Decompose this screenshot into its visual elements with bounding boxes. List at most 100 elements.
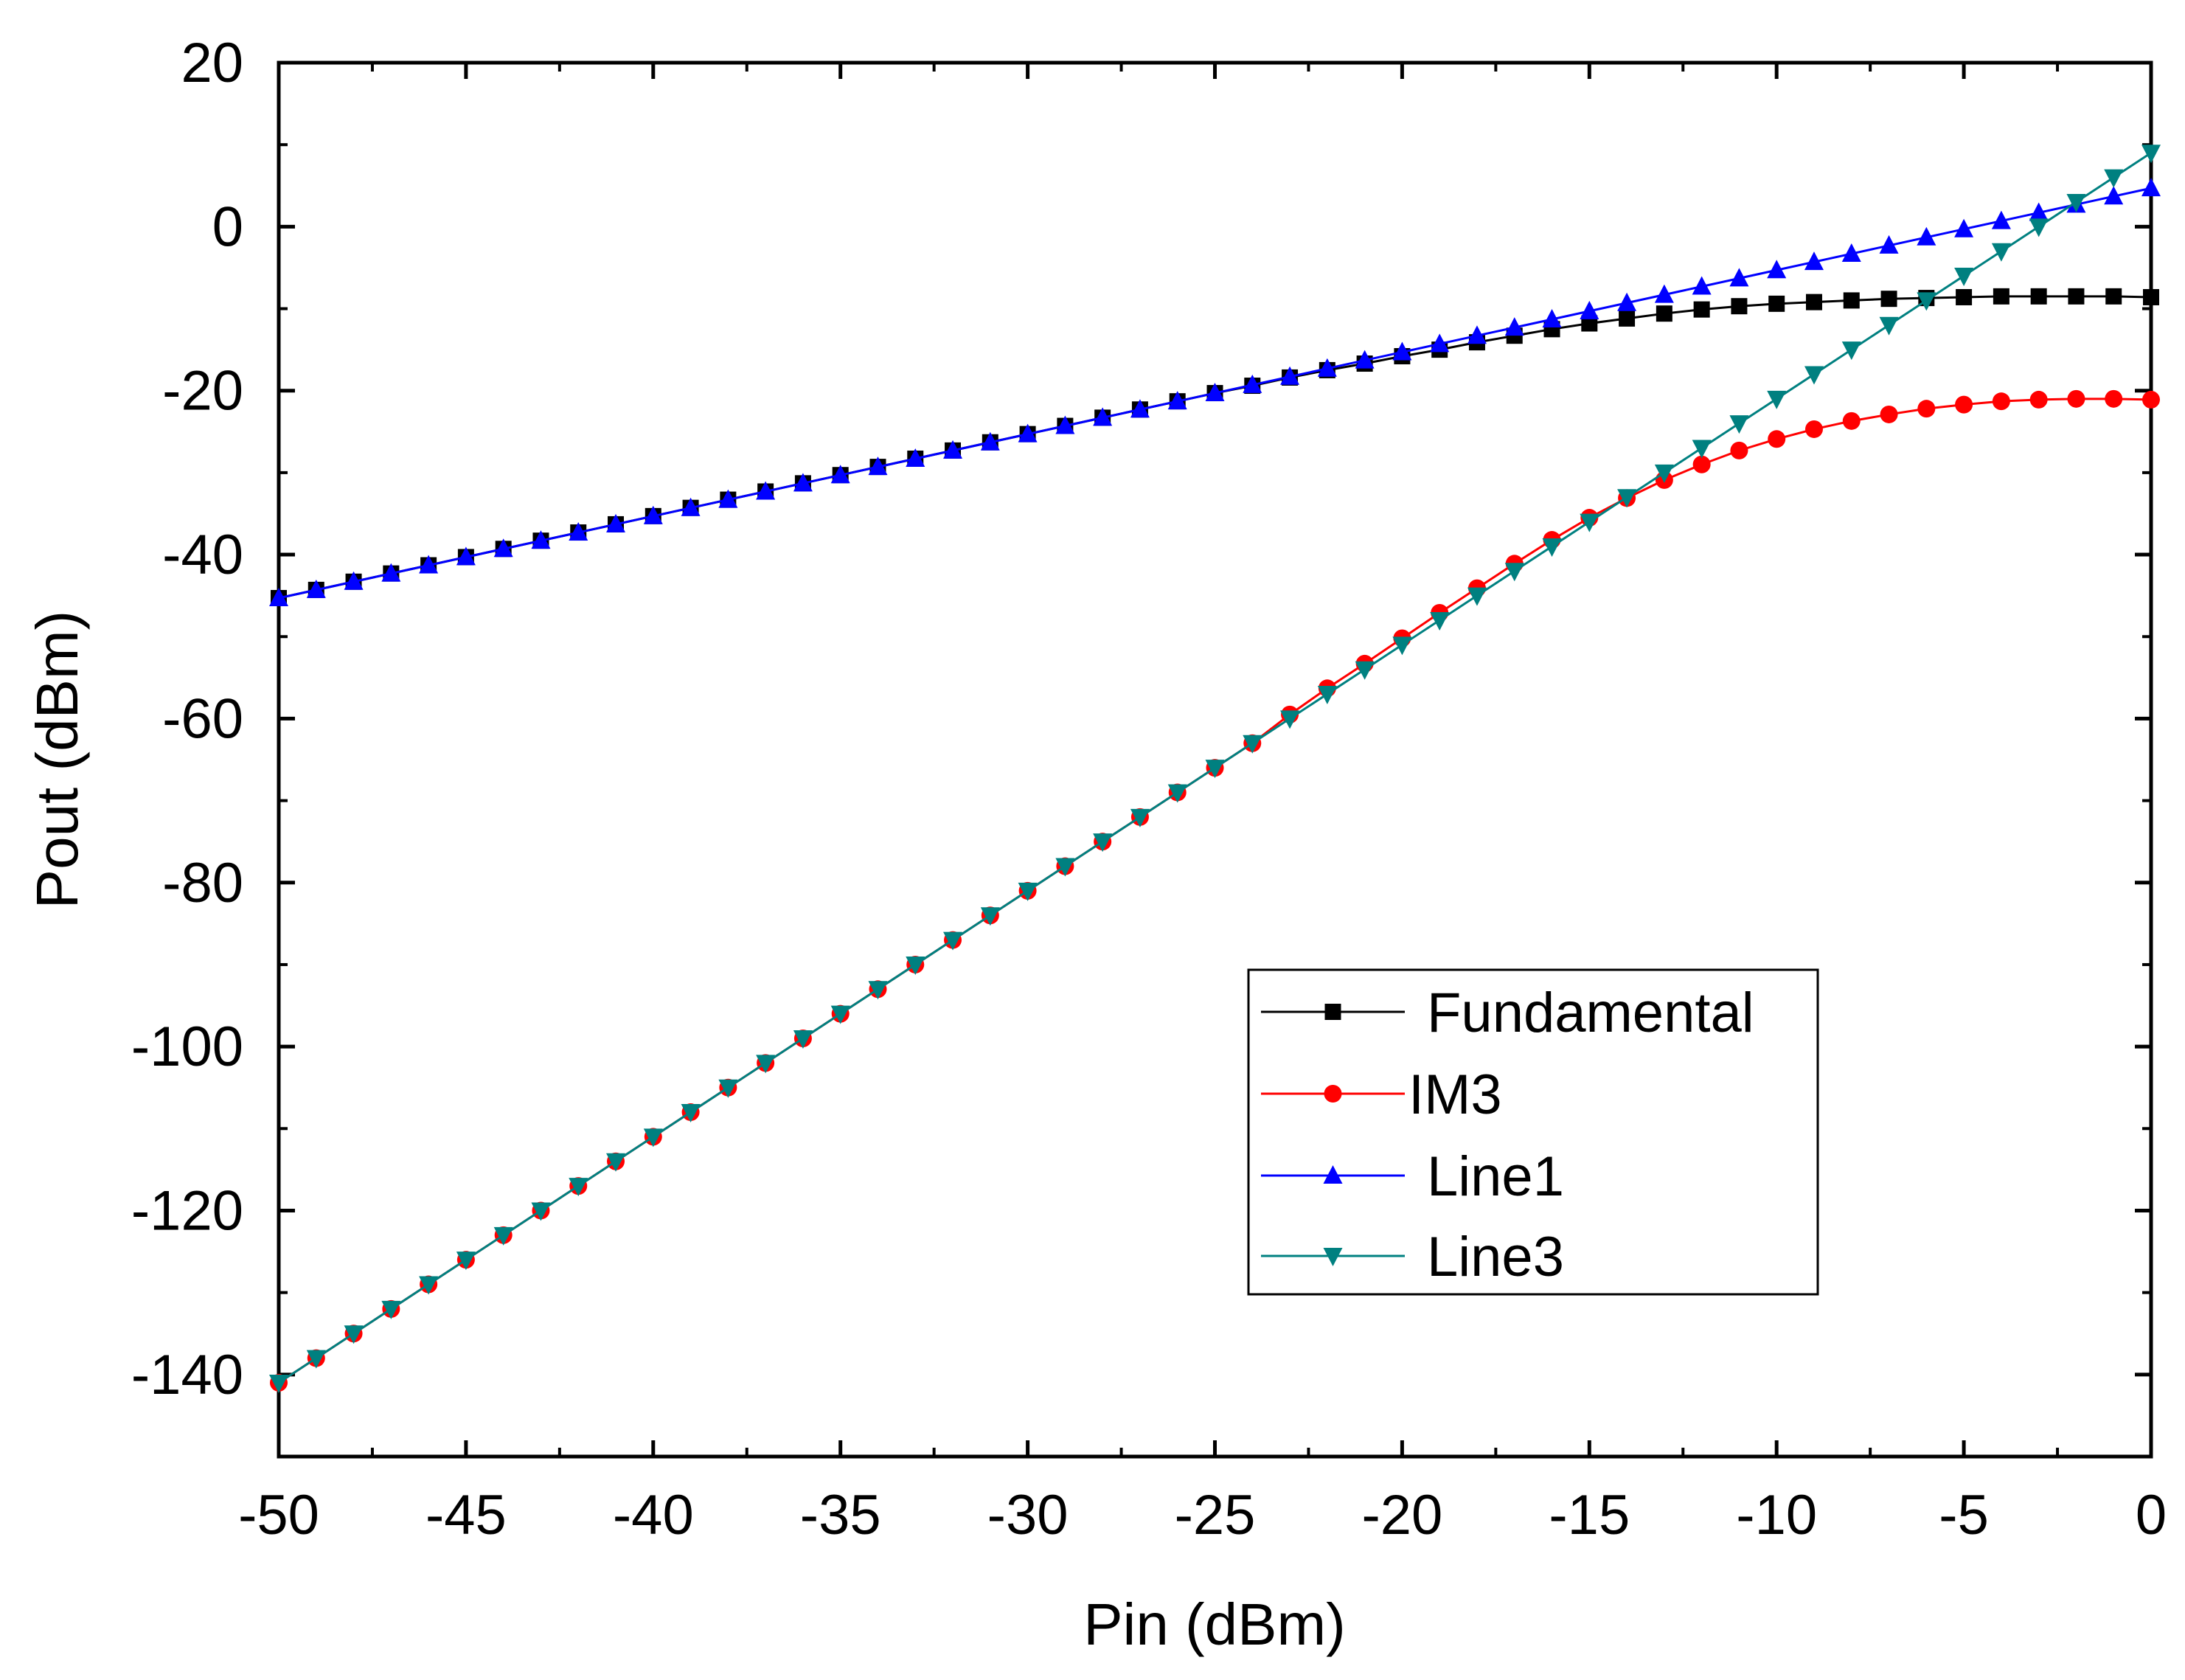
y-tick-label: -140 [131,1344,243,1406]
data-point-line3 [1729,415,1749,434]
data-point-im3 [1917,400,1936,418]
data-point-line3 [1617,489,1637,508]
data-series [269,145,2161,1393]
data-point-line3 [1355,661,1375,680]
data-point-line1 [1167,391,1187,410]
data-point-line1 [1430,333,1450,353]
data-point-line1 [531,530,551,549]
data-point-line1 [943,440,963,459]
data-point-line1 [643,505,663,524]
data-point-fundamental [1956,288,1973,305]
data-point-line3 [980,907,1000,926]
data-point-line1 [1392,341,1412,361]
data-point-line1 [1243,374,1262,393]
data-point-line3 [1243,735,1262,754]
data-point-line1 [1729,268,1749,287]
data-point-fundamental [1731,298,1748,315]
data-point-line1 [1130,399,1150,418]
legend-marker-fundamental [1324,1004,1341,1020]
data-point-fundamental [1656,305,1672,322]
y-tick-label: -40 [162,524,243,586]
data-point-line3 [606,1153,626,1172]
data-point-line3 [756,1055,776,1074]
data-point-fundamental [1693,301,1710,318]
legend-item-im3: IM3 [1261,1063,1502,1126]
y-tick-label: 0 [212,195,243,258]
data-point-line1 [1504,317,1524,336]
data-point-line3 [306,1350,326,1369]
data-point-fundamental [1805,294,1822,310]
data-point-line3 [1317,686,1337,705]
data-point-line1 [681,497,701,516]
data-point-line1 [1617,292,1637,311]
legend-label-im3: IM3 [1408,1063,1502,1126]
data-point-line1 [830,465,850,484]
data-point-fundamental [1768,295,1785,312]
series-fundamental [271,288,2159,606]
data-point-line1 [868,457,888,476]
data-point-line3 [1430,612,1450,631]
data-point-line3 [1167,784,1187,803]
data-point-line1 [1879,235,1899,254]
x-tick-label: -10 [1736,1484,1817,1547]
data-point-fundamental [1581,315,1598,332]
data-point-fundamental [2143,288,2159,305]
data-point-line1 [1055,415,1075,434]
data-point-line1 [1467,325,1487,344]
data-point-line1 [906,448,925,467]
data-point-line1 [1542,308,1562,327]
data-point-line1 [980,431,1000,451]
series-line-im3 [278,398,2152,1384]
data-point-line3 [1879,316,1899,336]
data-point-line3 [1767,390,1787,409]
data-point-line1 [718,489,738,508]
data-point-line1 [1767,260,1787,279]
data-point-line3 [1130,808,1150,827]
data-point-line3 [456,1252,476,1271]
data-point-line1 [1917,226,1936,246]
data-point-im3 [1880,405,1898,423]
data-point-line1 [756,481,776,500]
data-point-line3 [569,1178,588,1197]
data-point-line3 [1841,341,1861,361]
legend-item-line1: Line1 [1261,1145,1564,1208]
legend-item-line3: Line3 [1261,1226,1564,1288]
x-tick-label: -30 [987,1484,1069,1547]
data-point-im3 [1730,441,1748,459]
data-point-im3 [2105,389,2123,408]
data-point-line3 [531,1202,551,1221]
data-point-line3 [643,1128,663,1148]
legend: Fundamental IM3 Line1 Line3 [1247,968,1819,1296]
x-tick-label: 0 [2136,1484,2167,1547]
data-point-line3 [906,956,925,975]
data-point-line3 [1804,366,1824,385]
data-point-line3 [381,1300,401,1319]
data-point-line3 [493,1226,513,1246]
y-tick-label: -100 [131,1016,243,1078]
data-point-line3 [1654,464,1674,483]
data-point-line3 [1205,760,1225,779]
data-point-line3 [1917,292,1936,311]
data-point-line1 [2141,178,2161,197]
data-point-line1 [381,563,401,582]
data-point-line3 [1954,268,1974,287]
data-point-line1 [306,579,326,598]
x-tick-label: -40 [613,1484,694,1547]
data-point-line3 [2141,145,2161,164]
data-point-line1 [1841,243,1861,263]
data-point-line1 [606,513,626,532]
legend-label-line1: Line1 [1427,1145,1564,1208]
data-point-line1 [1205,383,1225,402]
data-point-line1 [269,587,288,606]
legend-label-fundamental: Fundamental [1427,982,1754,1044]
data-point-line3 [1055,858,1075,877]
legend-item-fundamental: Fundamental [1261,982,1754,1044]
data-point-line3 [1467,587,1487,606]
x-tick-label: -15 [1549,1484,1630,1547]
legend-label-line3: Line3 [1427,1226,1564,1288]
x-tick-label: -20 [1361,1484,1442,1547]
legend-marker-line1 [1323,1165,1343,1184]
data-point-line3 [1542,538,1562,557]
data-point-fundamental [1619,310,1636,327]
